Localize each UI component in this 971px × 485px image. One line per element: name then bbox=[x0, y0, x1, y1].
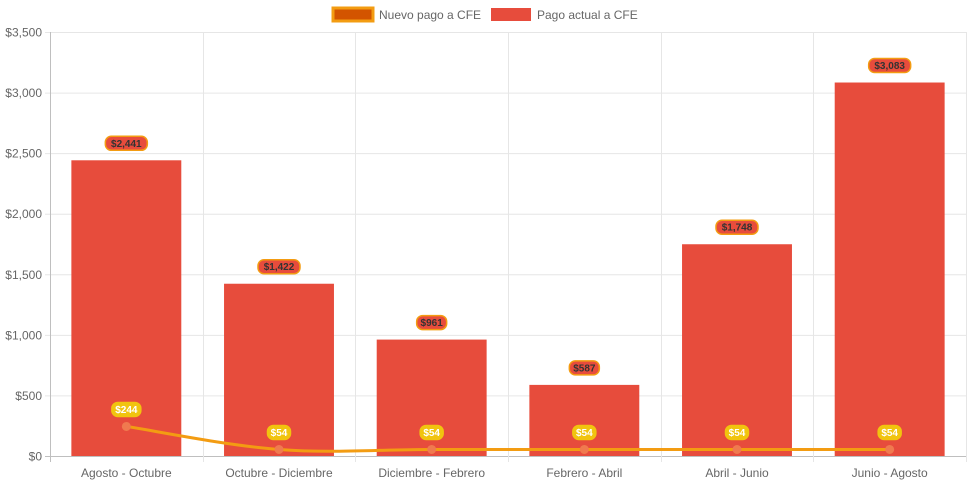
legend-item-pago-actual[interactable]: Pago actual a CFE bbox=[491, 8, 638, 22]
legend-swatch-nuevo-pago bbox=[331, 6, 375, 23]
bar-data-label-bg bbox=[867, 57, 912, 74]
legend-label-pago-actual: Pago actual a CFE bbox=[537, 8, 638, 22]
line-data-label-text: $54 bbox=[423, 428, 440, 439]
y-tick-label: $500 bbox=[15, 389, 42, 403]
line-data-label-text: $54 bbox=[271, 428, 288, 439]
bar bbox=[682, 244, 792, 456]
x-tick-label: Febrero - Abril bbox=[546, 466, 622, 480]
bar-data-label: $3,083 bbox=[867, 57, 912, 74]
bar-data-label-text: $587 bbox=[573, 363, 596, 374]
line-data-label: $54 bbox=[419, 424, 444, 441]
x-tick-label: Octubre - Diciembre bbox=[225, 466, 333, 480]
legend-swatch-pago-actual bbox=[491, 8, 531, 21]
y-tick-label: $1,000 bbox=[5, 328, 42, 342]
line-data-label-bg bbox=[419, 424, 444, 441]
line-point bbox=[732, 444, 742, 454]
y-tick-label: $3,500 bbox=[5, 26, 42, 40]
bar-data-label: $961 bbox=[415, 314, 448, 331]
bar-data-label-bg bbox=[715, 219, 759, 235]
bar-data-label: $1,422 bbox=[257, 258, 301, 275]
line-point bbox=[885, 444, 895, 454]
line-data-label-text: $244 bbox=[115, 405, 138, 416]
line-data-label-bg bbox=[572, 424, 597, 441]
line-series bbox=[121, 421, 895, 454]
x-axis: Agosto - Octubre Octubre - Diciembre Dicie… bbox=[81, 466, 928, 480]
bar-data-label: $2,441 bbox=[104, 135, 149, 152]
bar-data-label-text: $3,083 bbox=[874, 61, 905, 72]
bar-data-label-bg bbox=[104, 135, 149, 152]
data-labels: $2,441 $1,422 $961 $587 $1,748 $3,083 $244 $54 $… bbox=[104, 57, 912, 441]
x-tick-label: Agosto - Octubre bbox=[81, 466, 172, 480]
line-data-label: $54 bbox=[724, 424, 750, 441]
line-point bbox=[121, 421, 131, 431]
bar-data-label-bg bbox=[257, 258, 301, 275]
line-path bbox=[126, 424, 890, 453]
line-data-label-bg bbox=[111, 401, 142, 418]
y-tick-label: $3,000 bbox=[5, 86, 42, 100]
line-data-label-bg bbox=[724, 424, 750, 441]
y-tick-label: $0 bbox=[29, 450, 43, 464]
bar-data-label-bg bbox=[568, 360, 601, 376]
bar-data-label: $1,748 bbox=[715, 219, 759, 235]
bar-data-label-text: $961 bbox=[421, 318, 444, 329]
line-data-label: $54 bbox=[266, 424, 292, 441]
bar-data-label-text: $1,748 bbox=[722, 223, 753, 234]
x-tick-label: Abril - Junio bbox=[705, 466, 769, 480]
legend-label-nuevo-pago: Nuevo pago a CFE bbox=[379, 8, 481, 22]
line-data-label-text: $54 bbox=[576, 428, 593, 439]
y-tick-label: $2,000 bbox=[5, 207, 42, 221]
bar-data-label-text: $2,441 bbox=[111, 139, 142, 150]
line-data-label-bg bbox=[877, 424, 902, 441]
line-point bbox=[579, 444, 589, 454]
y-axis: $0 $500 $1,000 $1,500 $2,000 $2,500 $3,000 $3,5… bbox=[5, 26, 42, 464]
bar bbox=[529, 384, 640, 456]
bar-data-label-text: $1,422 bbox=[264, 262, 295, 273]
line-point bbox=[274, 444, 284, 454]
line-data-label-bg bbox=[266, 424, 292, 441]
y-tick-label: $1,500 bbox=[5, 268, 42, 282]
x-tick-label: Junio - Agosto bbox=[852, 466, 928, 480]
line-data-label: $54 bbox=[572, 424, 597, 441]
line-data-label: $244 bbox=[111, 401, 142, 418]
legend: Nuevo pago a CFE Pago actual a CFE bbox=[331, 6, 638, 23]
legend-item-nuevo-pago[interactable]: Nuevo pago a CFE bbox=[331, 6, 481, 23]
line-data-label-text: $54 bbox=[729, 428, 746, 439]
bar bbox=[834, 82, 945, 456]
x-tick-label: Diciembre - Febrero bbox=[378, 466, 485, 480]
line-data-label-text: $54 bbox=[881, 428, 898, 439]
line-point bbox=[427, 444, 437, 454]
bar-data-label: $587 bbox=[568, 360, 601, 376]
line-data-label: $54 bbox=[877, 424, 902, 441]
grid bbox=[45, 32, 967, 462]
bar-data-label-bg bbox=[415, 314, 448, 331]
y-tick-label: $2,500 bbox=[5, 147, 42, 161]
